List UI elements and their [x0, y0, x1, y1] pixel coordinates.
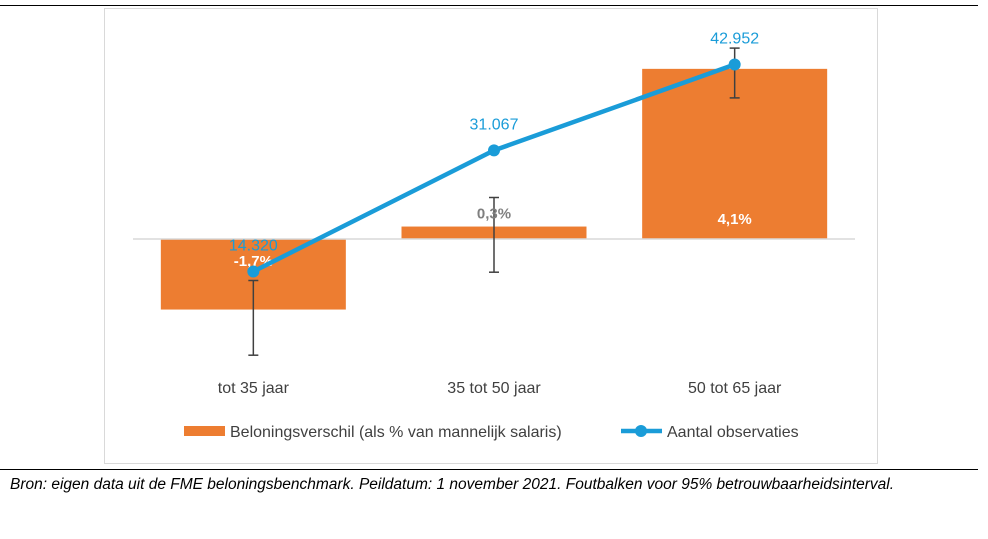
line-label-3: 42.952	[710, 30, 759, 47]
line-point-1	[247, 265, 260, 278]
line-point-3	[728, 58, 741, 71]
legend-line-marker	[635, 425, 647, 437]
category-label-2: 35 tot 50 jaar	[447, 380, 541, 397]
category-label-1: tot 35 jaar	[218, 380, 290, 397]
category-label-3: 50 tot 65 jaar	[688, 380, 782, 397]
legend-line-label: Aantal observaties	[667, 424, 799, 441]
line-point-2	[488, 144, 500, 157]
legend-bar-swatch	[184, 426, 225, 436]
caption-rule	[0, 469, 978, 470]
source-caption: Bron: eigen data uit de FME beloningsben…	[10, 476, 895, 493]
bar-label-2: 0,3%	[477, 206, 511, 223]
line-label-1: 14.320	[229, 237, 278, 254]
chart-frame	[104, 8, 878, 464]
bar-label-3: 4,1%	[718, 211, 752, 228]
top-rule	[0, 5, 978, 6]
line-label-2: 31.067	[470, 116, 519, 133]
legend-bar-label: Beloningsverschil (als % van mannelijk s…	[230, 424, 562, 441]
